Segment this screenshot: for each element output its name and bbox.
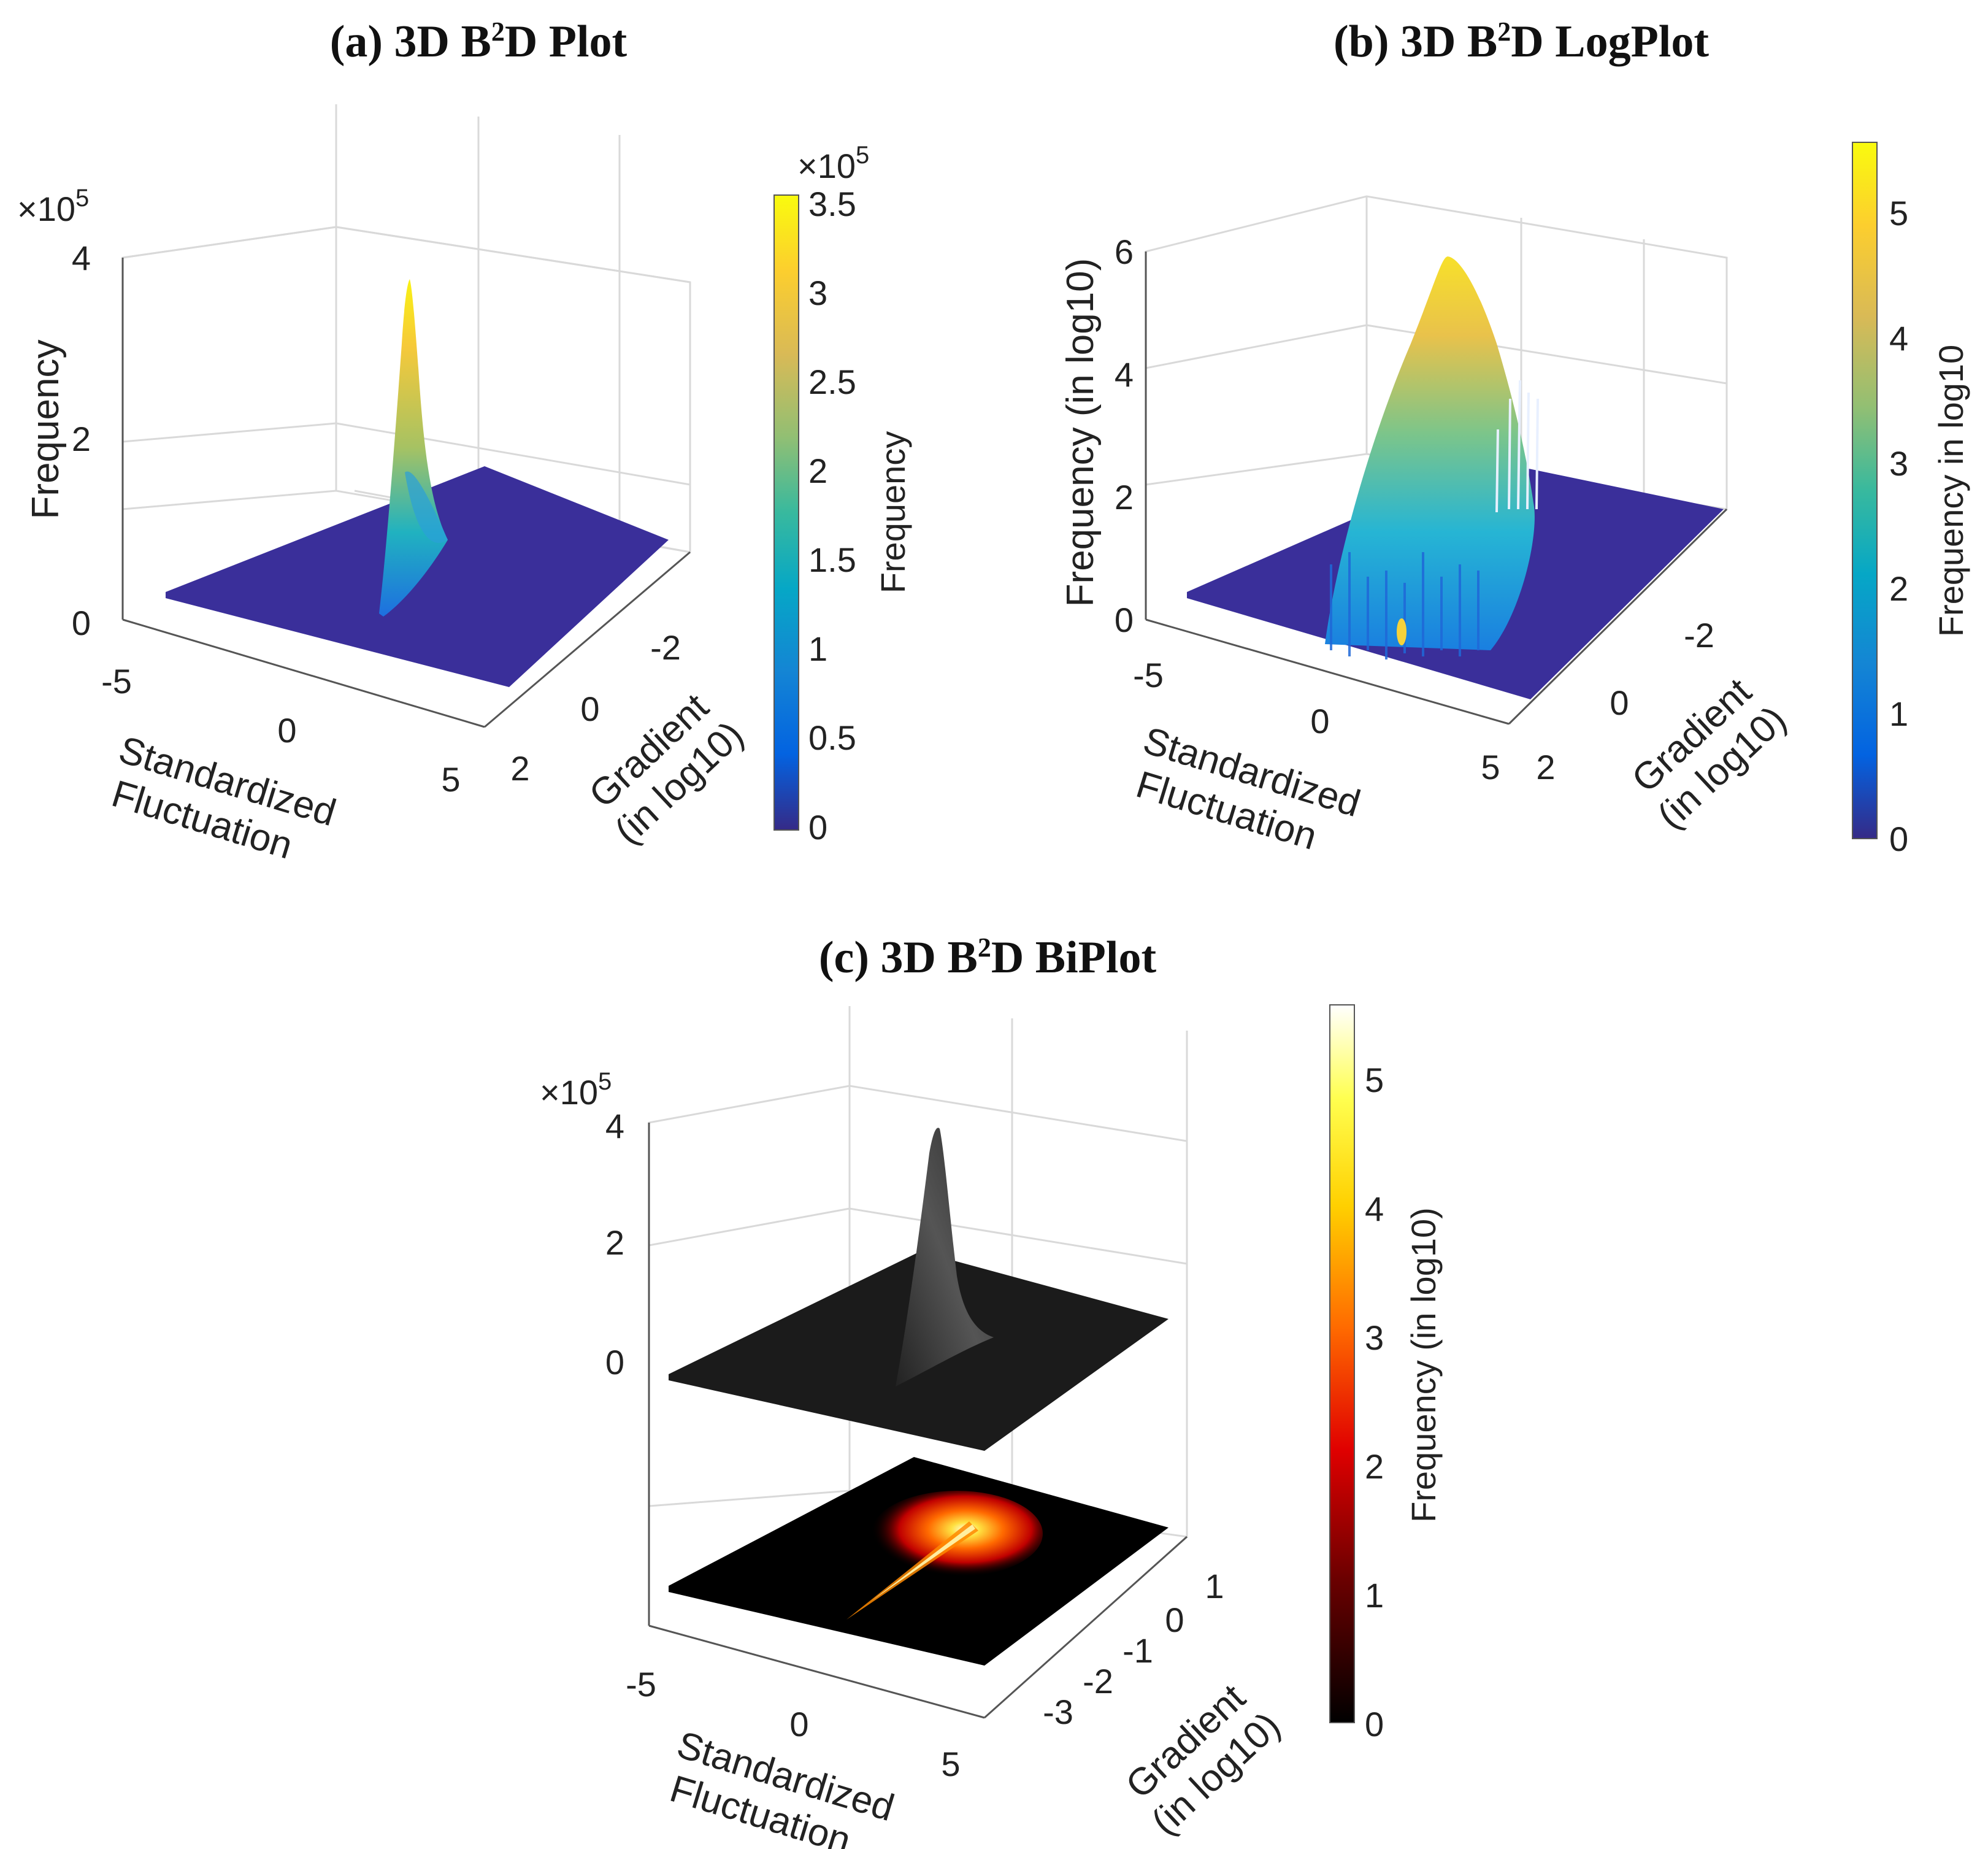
panel-a-cb-tick-2.5: 2.5 [808,363,856,401]
panel-b-x-tick-m5: -5 [1133,656,1164,694]
panel-a-cb-tick-0: 0 [808,808,827,847]
panel-a-cb-tick-3: 3 [808,274,827,312]
panel-c-y-axis [984,1536,1188,1719]
panel-b-y-tick-0: 0 [1610,683,1629,722]
panel-b-noise [1495,380,1539,513]
panel-c-x-tick-m5: -5 [626,1665,656,1704]
panel-b-z-tick-6: 6 [1115,233,1134,271]
panel-c-peak [896,1128,994,1386]
panel-b-x-tick-0: 0 [1310,702,1329,740]
panel-a-y-tick-2: 2 [510,749,529,788]
panel-c-title: (c) 3D B2D BiPlot [819,932,1157,983]
panel-c-y-tick-1: 1 [1205,1567,1224,1605]
panel-c-x-tick-5: 5 [941,1745,960,1783]
panel-a-x-tick-0: 0 [277,711,296,750]
panel-a-colorbar [773,194,799,831]
panel-c-y-tick-m1: -1 [1123,1631,1153,1670]
panel-b-cb-tick-3: 3 [1889,444,1908,483]
panel-b: (b) 3D B2D LogPlot 6 4 2 0 Frequency (in… [1059,17,1970,858]
panel-a-y-tick-m2: -2 [650,628,681,667]
panel-c-x-label: Standardized Fluctuation [665,1723,899,1849]
panel-b-y-tick-m2: -2 [1684,616,1714,655]
panel-a-y-axis [484,551,691,728]
panel-b-cb-label: Frequency in log10 [1932,345,1970,637]
panel-b-colorbar [1852,142,1878,839]
panel-b-colorbar-ticks: 0 1 2 3 4 5 [1889,194,1908,858]
panel-c-y-tick-m3: -3 [1043,1693,1073,1731]
panel-c-cb-tick-4: 4 [1365,1190,1384,1228]
panel-c-cb-tick-5: 5 [1365,1061,1384,1099]
panel-c-cb-tick-2: 2 [1365,1447,1384,1486]
panel-c-z-tick-0: 0 [605,1343,624,1382]
panel-c-z-tick-4: 4 [605,1107,624,1145]
panel-b-x-tick-5: 5 [1481,748,1500,786]
panel-c-cb-tick-1: 1 [1365,1576,1384,1615]
panel-a-z-multiplier: ×105 [17,185,89,228]
panel-a-colorbar-ticks: 0 0.5 1 1.5 2 2.5 3 3.5 [808,185,856,847]
panel-a: (a) 3D B2D Plot 4 2 0 ×105 Frequency -5 … [17,17,912,867]
panel-b-z-label: Frequency (in log10) [1059,258,1102,607]
panel-b-cb-tick-0: 0 [1889,820,1908,858]
panel-c-colorbar [1329,1004,1355,1723]
panel-c-colorbar-ticks: 0 1 2 3 4 5 [1365,1061,1384,1743]
panel-b-scatter [1330,552,1479,659]
panel-a-cb-tick-0.5: 0.5 [808,718,856,757]
panel-b-x-label: Standardized Fluctuation [1131,719,1365,858]
panel-a-x-axis [122,618,485,728]
panel-a-z-tick-2: 2 [72,420,91,458]
panel-a-z-label: Frequency [25,340,67,520]
panel-b-cb-tick-2: 2 [1889,569,1908,608]
panel-a-z-tick-4: 4 [72,239,91,277]
panel-b-y-label: Gradient (in log10) [1624,671,1794,837]
panel-b-y-axis [1508,508,1728,725]
panel-a-cb-tick-1.5: 1.5 [808,540,856,579]
panel-c-x-axis [648,1624,985,1719]
panel-c-x-tick-0: 0 [789,1705,808,1743]
panel-b-surface [1325,256,1535,650]
panel-c-y-tick-0: 0 [1165,1601,1184,1639]
panel-a-x-tick-5: 5 [441,760,460,799]
panel-b-title: (b) 3D B2D LogPlot [1334,17,1709,67]
panel-a-y-tick-0: 0 [580,690,599,728]
panel-b-y-tick-2: 2 [1536,748,1555,786]
panel-b-z-tick-0: 0 [1115,601,1134,639]
panel-a-cb-multiplier: ×105 [797,142,869,185]
panel-a-cb-label: Frequency [873,431,912,594]
panel-c-cb-tick-3: 3 [1365,1318,1384,1357]
panel-c-y-tick-m2: -2 [1083,1662,1113,1701]
panel-a-cb-tick-1: 1 [808,629,827,668]
panel-c-cb-label: Frequency (in log10) [1404,1207,1443,1523]
panel-b-cb-tick-1: 1 [1889,694,1908,733]
panel-b-z-tick-2: 2 [1115,478,1134,517]
panel-a-x-label: Standardized Fluctuation [107,728,340,867]
panel-c: (c) 3D B2D BiPlot 4 2 0 ×105 -5 0 5 Stan… [540,932,1443,1849]
panel-b-cb-tick-4: 4 [1889,319,1908,358]
panel-b-cb-tick-5: 5 [1889,194,1908,233]
panel-c-cb-tick-0: 0 [1365,1705,1384,1743]
panel-c-z-multiplier: ×105 [540,1068,612,1112]
panel-c-z-tick-2: 2 [605,1223,624,1262]
panel-b-z-tick-4: 4 [1115,355,1134,394]
panel-a-cb-tick-3.5: 3.5 [808,185,856,223]
panel-c-y-label: Gradient (in log10) [1118,1677,1288,1843]
panel-a-cb-tick-2: 2 [808,452,827,490]
panel-b-x-axis [1145,618,1510,725]
panel-a-z-tick-0: 0 [72,604,91,642]
panel-a-x-tick-m5: -5 [101,662,132,701]
panel-a-title: (a) 3D B2D Plot [330,17,627,67]
panel-a-y-label: Gradient (in log10) [581,686,751,853]
